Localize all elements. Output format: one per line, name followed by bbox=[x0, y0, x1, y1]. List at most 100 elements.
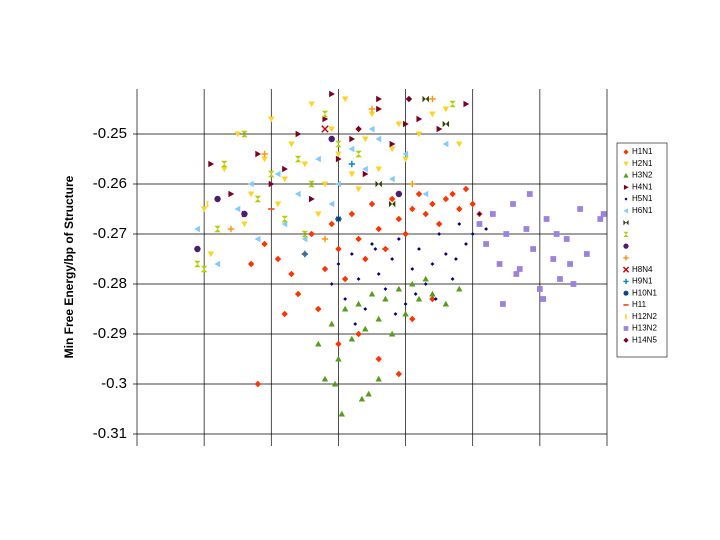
data-point bbox=[393, 312, 398, 316]
legend-label: H12N2 bbox=[632, 312, 657, 321]
data-point bbox=[365, 390, 372, 397]
legend-marker bbox=[623, 184, 629, 190]
data-point bbox=[403, 120, 409, 128]
data-point bbox=[309, 195, 315, 203]
data-point bbox=[308, 230, 315, 238]
data-point bbox=[375, 315, 382, 322]
data-point bbox=[338, 410, 345, 417]
data-point bbox=[395, 215, 403, 223]
data-point bbox=[349, 135, 356, 143]
data-point bbox=[409, 205, 416, 213]
data-point bbox=[402, 156, 409, 163]
data-point bbox=[388, 200, 396, 208]
data-point bbox=[336, 262, 341, 266]
data-point bbox=[429, 111, 436, 118]
data-point bbox=[268, 170, 275, 178]
data-point bbox=[321, 181, 329, 188]
data-point bbox=[476, 221, 483, 227]
data-point bbox=[388, 146, 396, 153]
data-point bbox=[355, 150, 362, 158]
data-point bbox=[583, 251, 590, 257]
data-point bbox=[321, 125, 329, 133]
data-point bbox=[288, 141, 295, 148]
data-point bbox=[341, 96, 349, 103]
data-point bbox=[329, 282, 334, 286]
data-point bbox=[301, 235, 308, 243]
data-point bbox=[315, 340, 322, 347]
data-point bbox=[335, 140, 342, 148]
data-point bbox=[328, 220, 335, 228]
legend-marker bbox=[623, 208, 629, 214]
data-point bbox=[442, 120, 450, 128]
data-point bbox=[348, 160, 356, 168]
data-point bbox=[456, 205, 463, 213]
data-point bbox=[295, 130, 302, 138]
data-point bbox=[395, 370, 403, 378]
legend-marker bbox=[622, 266, 630, 273]
data-point bbox=[409, 180, 416, 188]
data-point bbox=[449, 190, 456, 198]
legend-marker bbox=[623, 290, 629, 296]
data-point bbox=[375, 225, 382, 233]
data-point bbox=[362, 165, 368, 173]
data-point bbox=[402, 230, 409, 238]
data-point bbox=[429, 95, 436, 103]
data-point bbox=[348, 335, 356, 342]
data-point bbox=[335, 340, 342, 348]
data-point bbox=[557, 276, 563, 282]
data-point bbox=[526, 191, 533, 197]
data-point bbox=[335, 180, 341, 188]
data-point bbox=[503, 231, 510, 237]
data-point bbox=[415, 131, 423, 138]
data-point bbox=[437, 232, 442, 236]
data-point bbox=[422, 210, 429, 218]
legend-marker bbox=[623, 255, 629, 261]
y-tick-label: -0.3 bbox=[101, 375, 127, 392]
legend-label: H10N1 bbox=[632, 288, 657, 297]
data-point bbox=[288, 270, 295, 278]
legend-marker bbox=[623, 149, 629, 155]
data-point bbox=[254, 195, 262, 203]
data-point bbox=[435, 220, 443, 228]
legend-marker bbox=[624, 197, 628, 201]
legend-box bbox=[616, 142, 668, 358]
data-point bbox=[328, 200, 335, 208]
plot-points bbox=[194, 90, 607, 417]
data-point bbox=[335, 151, 342, 158]
data-point bbox=[207, 251, 215, 258]
data-point bbox=[308, 180, 315, 188]
data-point bbox=[540, 296, 547, 302]
data-point bbox=[349, 252, 354, 256]
legend-marker bbox=[623, 172, 629, 178]
data-point bbox=[274, 170, 281, 178]
data-point bbox=[570, 281, 577, 287]
data-point bbox=[321, 235, 329, 243]
data-point bbox=[356, 277, 361, 281]
data-point bbox=[450, 277, 455, 281]
data-point bbox=[382, 295, 389, 302]
data-point bbox=[368, 290, 376, 297]
data-point bbox=[456, 141, 463, 148]
data-point bbox=[322, 115, 329, 123]
data-point bbox=[422, 190, 429, 198]
data-point bbox=[301, 230, 309, 238]
legend-marker bbox=[623, 326, 629, 331]
data-point bbox=[294, 155, 302, 163]
data-point bbox=[402, 150, 409, 158]
data-point bbox=[261, 150, 268, 158]
data-point bbox=[376, 105, 382, 113]
data-point bbox=[329, 90, 335, 98]
data-point bbox=[241, 130, 248, 138]
legend-label: H2N1 bbox=[632, 159, 653, 168]
data-point bbox=[261, 240, 268, 248]
data-point bbox=[443, 252, 448, 256]
data-point bbox=[409, 315, 416, 323]
legend-label: H6N1 bbox=[632, 206, 653, 215]
data-point bbox=[315, 211, 322, 218]
data-point bbox=[375, 166, 382, 173]
data-point bbox=[405, 95, 413, 103]
data-point bbox=[214, 260, 221, 268]
data-point bbox=[442, 300, 450, 307]
data-point bbox=[415, 190, 423, 198]
data-point bbox=[442, 195, 450, 203]
